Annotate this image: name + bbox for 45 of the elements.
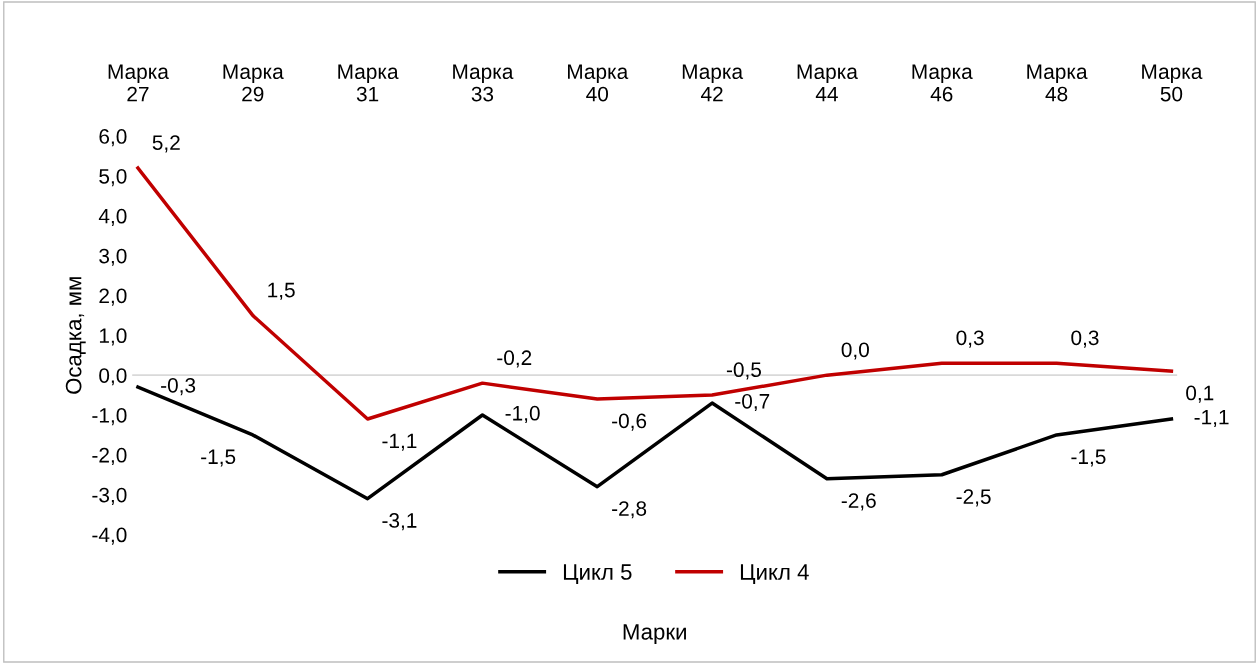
x-tick-label: Марка 50 [1142, 64, 1203, 102]
x-tick-label: Марка 48 [1027, 64, 1088, 102]
legend-label: Цикл 5 [563, 564, 632, 585]
data-label: 1,5 [268, 282, 295, 300]
data-label: 5,2 [152, 135, 180, 153]
x-tick-label: Марка 27 [108, 64, 169, 102]
x-tick-label: Марка 42 [682, 64, 744, 102]
y-tick-label: 0,0 [99, 368, 127, 386]
x-tick-label: Марка 33 [453, 64, 514, 102]
y-tick-label: -2,0 [92, 447, 127, 466]
data-label: -0,6 [612, 413, 647, 431]
data-label: -1,5 [1071, 449, 1106, 467]
y-tick-label: 1,0 [99, 328, 127, 346]
y-tick-label: 2,0 [99, 288, 127, 306]
y-tick-label: -4,0 [92, 527, 127, 545]
x-axis-title: Марки [623, 624, 686, 645]
data-label: -2,5 [956, 489, 991, 507]
y-tick-label: 6,0 [99, 129, 127, 147]
data-label: -2,8 [612, 501, 647, 519]
x-tick-label: Марка 29 [223, 64, 284, 102]
y-tick-label: 4,0 [98, 208, 127, 227]
data-label: -0,5 [726, 362, 762, 380]
data-label: 0,3 [956, 330, 984, 348]
data-label: -1,1 [382, 433, 417, 451]
data-label: -1,5 [201, 449, 236, 467]
data-label: -1,1 [1194, 410, 1229, 428]
y-tick-label: -1,0 [92, 408, 127, 426]
data-label: -0,2 [497, 350, 532, 368]
data-label: -1,0 [505, 405, 540, 424]
y-tick-label: 3,0 [99, 248, 127, 266]
y-axis-title: Осадка, мм [65, 277, 86, 394]
x-tick-label: Марка 44 [797, 64, 858, 102]
data-label: -2,6 [841, 493, 876, 511]
legend-label: Цикл 4 [740, 564, 809, 585]
x-tick-label: Марка 40 [568, 64, 629, 102]
data-label: 0,1 [1186, 385, 1214, 403]
x-tick-label: Марка 31 [338, 64, 399, 102]
data-label: -0,3 [161, 377, 196, 396]
data-label: -3,1 [382, 513, 417, 531]
x-tick-label: Марка 46 [912, 64, 973, 102]
data-label: 0,3 [1071, 330, 1099, 348]
data-label: -0,7 [735, 393, 770, 412]
y-tick-label: -3,0 [92, 487, 127, 505]
y-tick-label: 5,0 [99, 168, 127, 187]
data-label: 0,0 [841, 342, 869, 360]
